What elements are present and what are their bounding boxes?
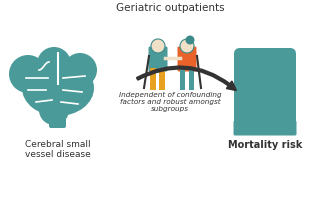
- Circle shape: [9, 55, 47, 93]
- FancyBboxPatch shape: [178, 46, 196, 72]
- FancyBboxPatch shape: [49, 110, 66, 128]
- Circle shape: [39, 95, 69, 125]
- Ellipse shape: [22, 60, 94, 116]
- FancyBboxPatch shape: [234, 120, 297, 136]
- Bar: [189, 68, 194, 90]
- Circle shape: [180, 39, 194, 53]
- Text: Independent of confounding
factors and robust amongst
subgroups: Independent of confounding factors and r…: [119, 92, 221, 112]
- Circle shape: [63, 53, 97, 87]
- Text: Cerebral small
vessel disease: Cerebral small vessel disease: [25, 140, 91, 159]
- Text: Mortality risk: Mortality risk: [228, 140, 302, 150]
- Circle shape: [186, 36, 195, 45]
- FancyArrowPatch shape: [137, 66, 236, 90]
- Text: Geriatric outpatients: Geriatric outpatients: [116, 3, 224, 13]
- Bar: [159, 68, 165, 90]
- Bar: [150, 68, 156, 90]
- FancyBboxPatch shape: [148, 46, 167, 72]
- Circle shape: [151, 39, 165, 53]
- FancyBboxPatch shape: [234, 48, 296, 128]
- Circle shape: [37, 47, 71, 81]
- Bar: [180, 68, 185, 90]
